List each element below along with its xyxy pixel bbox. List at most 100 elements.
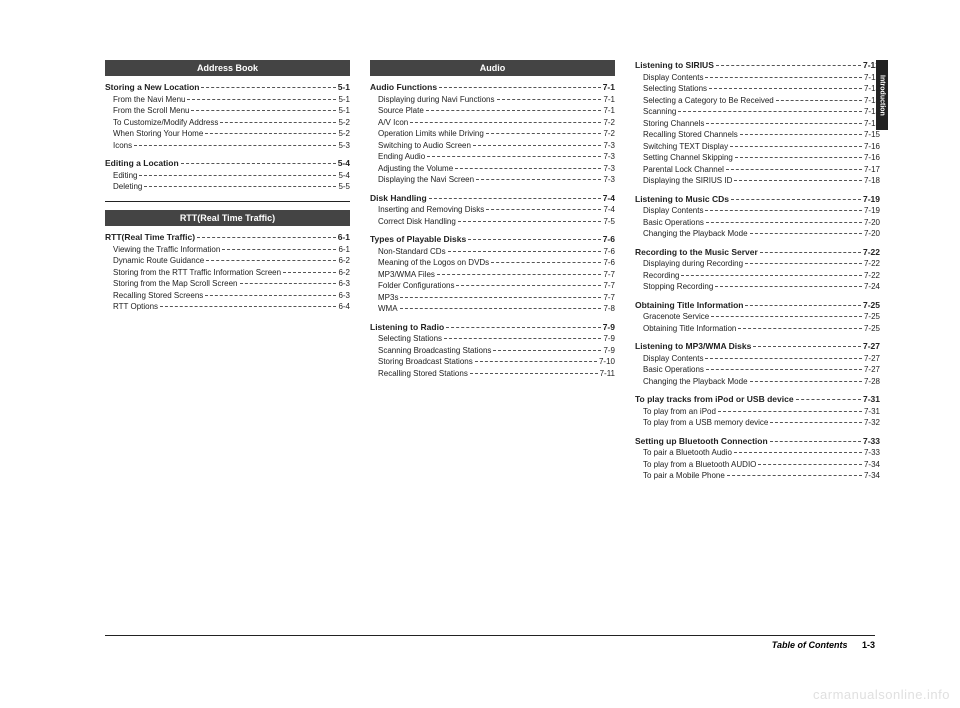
toc-page-ref: 7-3 <box>603 175 615 184</box>
toc-label: Displaying during Recording <box>643 259 743 268</box>
toc-entry: Display Contents7-19 <box>635 206 880 215</box>
toc-leader <box>201 87 335 88</box>
toc-entry: To play from an iPod7-31 <box>635 407 880 416</box>
toc-label: To Customize/Modify Address <box>113 118 218 127</box>
toc-page-ref: 7-13 <box>864 84 880 93</box>
toc-entry: Viewing the Traffic Information6-1 <box>105 245 350 254</box>
toc-page-ref: 7-27 <box>864 354 880 363</box>
section-header-rtt: RTT(Real Time Traffic) <box>105 210 350 226</box>
toc-label: Setting Channel Skipping <box>643 153 733 162</box>
toc-page-ref: 7-27 <box>864 365 880 374</box>
toc-page-ref: 7-15 <box>864 119 880 128</box>
toc-label: Basic Operations <box>643 365 704 374</box>
toc-label: Recording to the Music Server <box>635 247 758 257</box>
toc-entry: Selecting Stations7-9 <box>370 334 615 343</box>
toc-page-ref: 6-4 <box>338 302 350 311</box>
toc-leader <box>446 327 601 328</box>
toc-leader <box>760 252 861 253</box>
divider <box>105 201 350 202</box>
toc-leader <box>187 99 336 100</box>
toc-entry: To pair a Bluetooth Audio7-33 <box>635 448 880 457</box>
toc-page-ref: 5-1 <box>338 106 350 115</box>
toc-page-ref: 7-3 <box>603 141 615 150</box>
toc-page: Address Book Storing a New Location5-1Fr… <box>105 60 875 483</box>
toc-entry: To pair a Mobile Phone7-34 <box>635 471 880 480</box>
toc-leader <box>205 133 336 134</box>
toc-label: Parental Lock Channel <box>643 165 724 174</box>
toc-leader <box>486 209 601 210</box>
toc-entry: Display Contents7-12 <box>635 73 880 82</box>
toc-label: MP3s <box>378 293 398 302</box>
toc-leader <box>468 239 600 240</box>
toc-page-ref: 6-1 <box>338 245 350 254</box>
toc-leader <box>486 133 602 134</box>
toc-page-ref: 7-12 <box>864 73 880 82</box>
toc-leader <box>400 308 602 309</box>
toc-label: Operation Limits while Driving <box>378 129 484 138</box>
toc-label: Storing Channels <box>643 119 704 128</box>
toc-page-ref: 7-4 <box>603 193 615 203</box>
toc-leader <box>715 286 862 287</box>
toc-page-ref: 7-6 <box>603 234 615 244</box>
toc-page-ref: 7-25 <box>864 312 880 321</box>
toc-leader <box>476 179 601 180</box>
section-header-audio: Audio <box>370 60 615 76</box>
toc-page-ref: 5-2 <box>338 118 350 127</box>
toc-entry-heading: Storing a New Location5-1 <box>105 82 350 92</box>
toc-entry: Changing the Playback Mode7-20 <box>635 229 880 238</box>
toc-leader <box>470 373 598 374</box>
toc-label: Selecting a Category to Be Received <box>643 96 774 105</box>
toc-page-ref: 7-18 <box>864 176 880 185</box>
toc-leader <box>726 169 862 170</box>
toc-label: MP3/WMA Files <box>378 270 435 279</box>
toc-label: Icons <box>113 141 132 150</box>
toc-label: Displaying the Navi Screen <box>378 175 474 184</box>
toc-page-ref: 7-13 <box>864 96 880 105</box>
toc-label: RTT(Real Time Traffic) <box>105 232 195 242</box>
toc-leader <box>770 441 861 442</box>
toc-entry: Inserting and Removing Disks7-4 <box>370 205 615 214</box>
toc-leader <box>681 275 862 276</box>
toc-group: Audio Functions7-1Displaying during Navi… <box>370 82 615 378</box>
toc-label: Types of Playable Disks <box>370 234 466 244</box>
toc-leader <box>205 295 336 296</box>
toc-entry: Non-Standard CDs7-6 <box>370 247 615 256</box>
toc-leader <box>437 274 602 275</box>
toc-entry: Deleting5-5 <box>105 182 350 191</box>
toc-page-ref: 7-1 <box>603 82 615 92</box>
toc-leader <box>730 146 862 147</box>
toc-label: Switching TEXT Display <box>643 142 728 151</box>
toc-leader <box>134 145 336 146</box>
toc-entry-heading: Listening to SIRIUS7-12 <box>635 60 880 70</box>
toc-leader <box>410 122 601 123</box>
toc-label: Meaning of the Logos on DVDs <box>378 258 489 267</box>
toc-entry: Meaning of the Logos on DVDs7-6 <box>370 258 615 267</box>
toc-page-ref: 7-25 <box>863 300 880 310</box>
toc-entry: Correct Disk Handling7-5 <box>370 217 615 226</box>
toc-page-ref: 7-33 <box>863 436 880 446</box>
toc-page-ref: 6-3 <box>338 291 350 300</box>
watermark: carmanualsonline.info <box>813 687 950 702</box>
toc-entry-heading: Types of Playable Disks 7-6 <box>370 234 615 244</box>
toc-page-ref: 7-25 <box>864 324 880 333</box>
toc-page-ref: 7-34 <box>864 471 880 480</box>
toc-leader <box>458 221 602 222</box>
toc-page-ref: 6-2 <box>338 268 350 277</box>
toc-entry: Dynamic Route Guidance6-2 <box>105 256 350 265</box>
toc-label: Displaying the SIRIUS ID <box>643 176 732 185</box>
toc-entry: Displaying during Recording7-22 <box>635 259 880 268</box>
toc-page-ref: 7-19 <box>864 206 880 215</box>
toc-label: To play tracks from iPod or USB device <box>635 394 794 404</box>
toc-entry: Stopping Recording7-24 <box>635 282 880 291</box>
toc-label: Recalling Stored Stations <box>378 369 468 378</box>
toc-label: Obtaining Title Information <box>643 324 736 333</box>
toc-page-ref: 7-22 <box>864 271 880 280</box>
toc-leader <box>240 283 337 284</box>
toc-page-ref: 7-7 <box>603 270 615 279</box>
toc-leader <box>750 381 862 382</box>
toc-entry: MP3s7-7 <box>370 293 615 302</box>
toc-leader <box>429 198 601 199</box>
toc-leader <box>491 262 601 263</box>
toc-page-ref: 5-2 <box>338 129 350 138</box>
toc-entry: Storing from the Map Scroll Screen6-3 <box>105 279 350 288</box>
